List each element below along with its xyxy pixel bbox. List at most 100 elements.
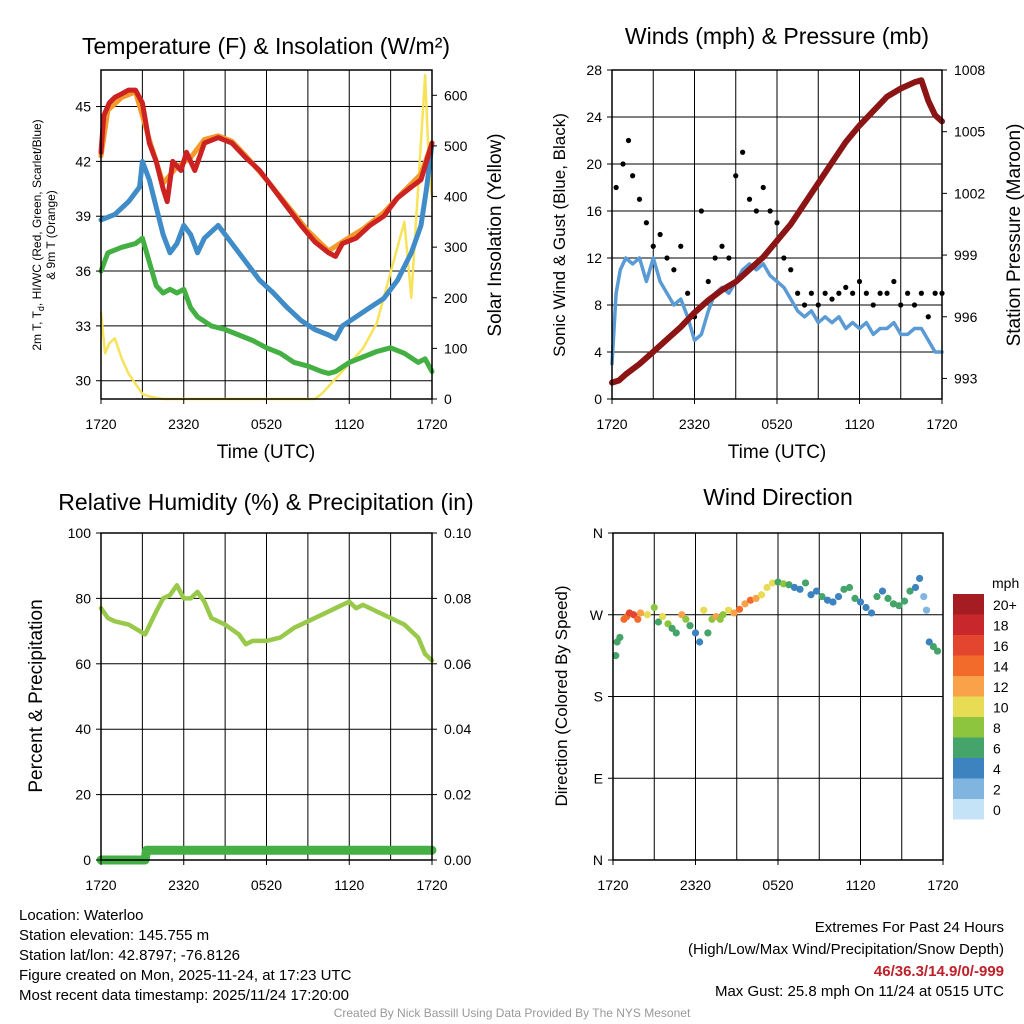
direction-point [884,594,892,603]
gust-point [643,220,649,226]
series-relative-humidity [98,583,435,663]
gust-point [808,290,814,296]
temperature-ylabel-right: Solar Insolation (Yellow) [485,133,506,336]
direction-point [636,609,645,617]
dir-xtick-label: 1120 [845,877,875,893]
legend-swatch [953,778,984,799]
gust-point [815,302,821,308]
winds-right-ytick-label: 993 [954,370,978,386]
winds-panel: Winds (mph) & Pressure (mb) 1720 2320 0520… [550,23,1024,463]
temp-right-ytick-label: 300 [444,239,468,255]
direction-point [654,618,662,626]
temperature-ticks: 1720 2320 0520 1120 1720 30 33 36 39 42 45 0 100 200 3… [75,87,467,432]
temp-right-ytick-label: 400 [444,189,468,205]
dir-xtick-label: 2320 [680,877,711,893]
gust-point [781,255,787,261]
temp-right-ytick-label: 200 [444,290,468,306]
legend-label: 4 [993,761,1001,777]
rh-left-ytick-label: 40 [75,721,91,737]
rh-right-ytick-label: 0.10 [444,525,471,541]
gust-point [801,302,808,308]
legend-swatch [953,737,984,758]
winds-right-ytick-label: 1002 [954,185,985,201]
gust-point [870,302,876,308]
gust-point [753,208,759,214]
gust-point [767,208,773,214]
gust-point [698,208,704,214]
rh-xtick-label: 1720 [85,877,116,893]
winds-xlabel: Time (UTC) [728,442,827,463]
direction-point [790,583,799,592]
direction-point [672,629,680,637]
gust-point [636,196,643,202]
winds-right-ytick-label: 999 [954,247,978,263]
direction-point [643,611,651,619]
gust-point [733,173,739,179]
dir-left-ytick-label: N [593,525,603,541]
direction-point [700,606,708,614]
dir-left-ytick-label: W [590,607,604,623]
humidity-panel: Relative Humidity (%) & Precipitation (i… [26,489,474,893]
rh-xtick-label: 1720 [416,877,447,893]
gust-point [712,255,718,261]
rh-left-ytick-label: 80 [75,590,91,606]
legend-swatch [953,758,984,779]
series-station-pressure [609,77,945,386]
direction-point [801,579,810,587]
direction-point [807,591,815,599]
legend-label: 20+ [993,597,1017,613]
gust-point [657,231,663,238]
direction-point [763,583,771,592]
direction-title: Wind Direction [703,484,853,510]
extremes-subtitle: (High/Low/Max Wind/Precipitation/Snow De… [688,941,1004,958]
winds-series [609,77,945,386]
legend-swatch [953,635,984,656]
gust-point [925,314,931,320]
direction-point [862,603,870,612]
direction-point [911,583,920,592]
direction-point [823,596,832,604]
gust-point [891,278,897,285]
legend-title: mph [992,575,1019,591]
winds-xtick-label: 1720 [926,416,957,432]
direction-series [612,574,942,660]
info-latlon: Station lat/lon: 42.8797; -76.8126 [19,947,241,964]
direction-point [916,574,924,583]
series-hi-wc-blue- [98,140,435,342]
direction-panel: Wind Direction 1720 2320 0520 1120 1720 N E S W N… [552,484,1019,893]
temp-left-ytick-label: 45 [75,99,91,115]
temp-left-ytick-label: 30 [75,373,91,389]
direction-point [856,598,865,606]
direction-point [906,587,914,595]
direction-point [612,652,620,660]
legend-swatch [953,594,984,615]
winds-left-ytick-label: 24 [586,109,602,125]
direction-point [933,647,942,655]
direction-point [686,622,694,630]
extremes-values: 46/36.3/14.9/0/-999 [873,963,1004,980]
rh-xtick-label: 1120 [334,877,364,893]
winds-xtick-label: 0520 [761,416,792,432]
direction-point [730,609,738,617]
winds-ylabel-left: Sonic Wind & Gust (Blue, Black) [550,113,569,357]
winds-title: Winds (mph) & Pressure (mb) [625,23,929,49]
rh-right-ytick-label: 0.02 [444,787,471,803]
winds-left-ytick-label: 8 [594,297,602,313]
legend-swatch [953,717,984,738]
winds-left-ytick-label: 4 [594,344,602,360]
direction-point [878,587,887,595]
direction-point [895,602,903,610]
winds-xtick-label: 1720 [596,416,627,432]
direction-point [696,638,704,646]
gust-point [746,196,753,202]
info-created: Figure created on Mon, 2025-11-24, at 17… [19,967,352,984]
gust-point [774,220,780,226]
gust-point [905,290,911,296]
direction-point [768,579,777,587]
direction-ylabel: Direction (Colored By Speed) [552,585,571,806]
legend-swatch [953,614,984,635]
direction-point [752,594,760,603]
dir-xtick-label: 1720 [597,877,628,893]
gust-point [843,284,849,290]
gust-point [863,290,869,296]
